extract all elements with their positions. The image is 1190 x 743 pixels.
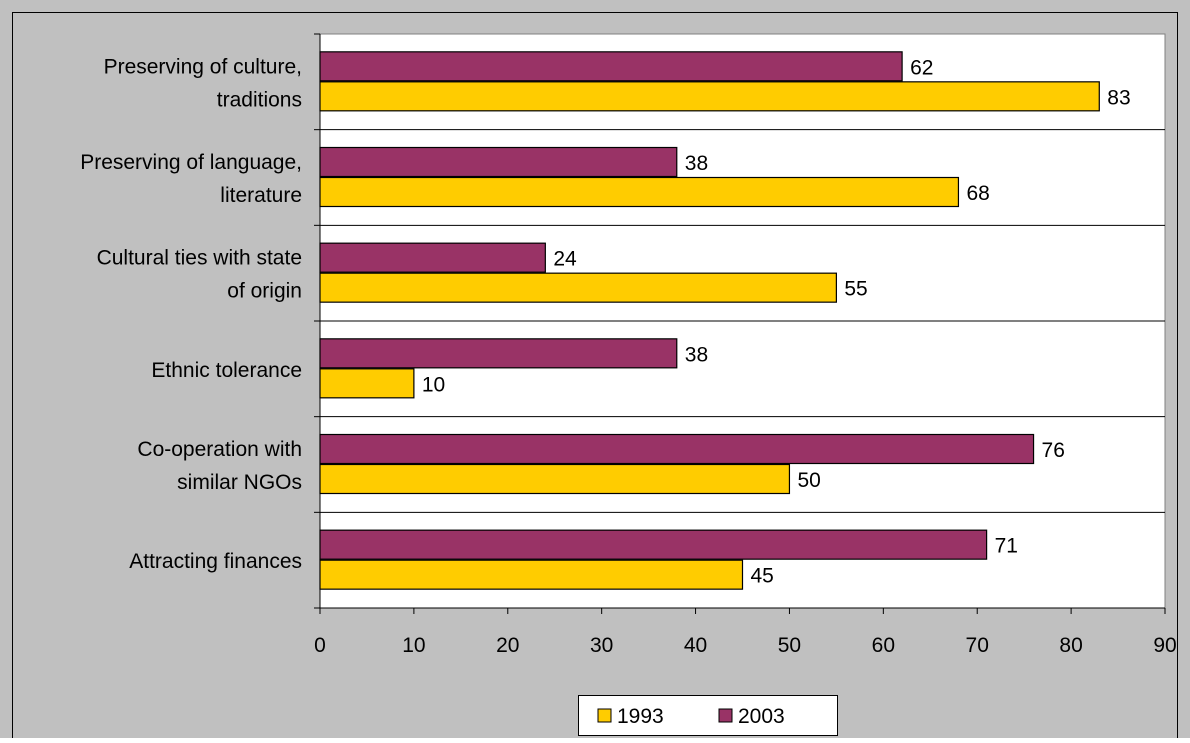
category-label: Attracting finances: [129, 550, 302, 573]
bar-1993: [319, 81, 1100, 112]
category-label: Preserving of culture,: [104, 55, 302, 78]
data-label-1993: 10: [422, 373, 445, 396]
data-label-2003: 71: [995, 535, 1018, 558]
category-label: Co-operation with: [137, 438, 302, 461]
bar-1993: [319, 368, 415, 399]
x-tick-label: 50: [778, 634, 801, 657]
bar-2003: [319, 51, 903, 82]
bar-1993: [319, 272, 837, 303]
bar-2003: [319, 146, 678, 178]
x-tick-label: 30: [590, 634, 613, 657]
data-label-2003: 24: [553, 248, 577, 271]
legend-swatch-2003: [718, 708, 733, 723]
category-label: Ethnic tolerance: [151, 359, 302, 382]
x-tick-label: 10: [402, 634, 425, 657]
data-label-1993: 55: [844, 278, 867, 301]
category-label: of origin: [227, 280, 302, 303]
bar-2003: [319, 529, 988, 560]
x-tick-label: 80: [1059, 634, 1082, 657]
x-tick-label: 0: [314, 634, 326, 657]
legend-swatch-1993: [597, 708, 612, 723]
data-label-1993: 68: [966, 182, 989, 205]
bar-1993: [319, 463, 791, 495]
data-label-1993: 45: [751, 565, 774, 588]
bar-1993: [319, 559, 744, 590]
x-tick-label: 20: [496, 634, 519, 657]
x-tick-label: 90: [1153, 634, 1176, 657]
bar-2003: [319, 338, 678, 369]
x-tick-label: 40: [684, 634, 707, 657]
category-label: literature: [220, 184, 302, 207]
category-label: similar NGOs: [177, 471, 302, 494]
legend: 1993 2003: [578, 695, 838, 736]
data-label-2003: 38: [685, 343, 708, 366]
category-label: Preserving of language,: [80, 151, 302, 174]
category-label: Cultural ties with state: [97, 247, 302, 270]
data-label-1993: 50: [797, 469, 820, 492]
legend-label-1993: 1993: [617, 705, 664, 728]
bar-1993: [319, 176, 960, 208]
data-label-2003: 62: [910, 56, 933, 79]
legend-box: [578, 695, 838, 736]
x-tick-label: 60: [872, 634, 895, 657]
legend-label-2003: 2003: [738, 705, 785, 728]
bar-2003: [319, 242, 546, 273]
x-tick-label: 70: [966, 634, 989, 657]
category-label: traditions: [217, 88, 302, 111]
data-label-2003: 76: [1042, 439, 1065, 462]
bar-2003: [319, 433, 1035, 465]
data-label-1993: 83: [1107, 86, 1130, 109]
data-label-2003: 38: [685, 152, 708, 175]
